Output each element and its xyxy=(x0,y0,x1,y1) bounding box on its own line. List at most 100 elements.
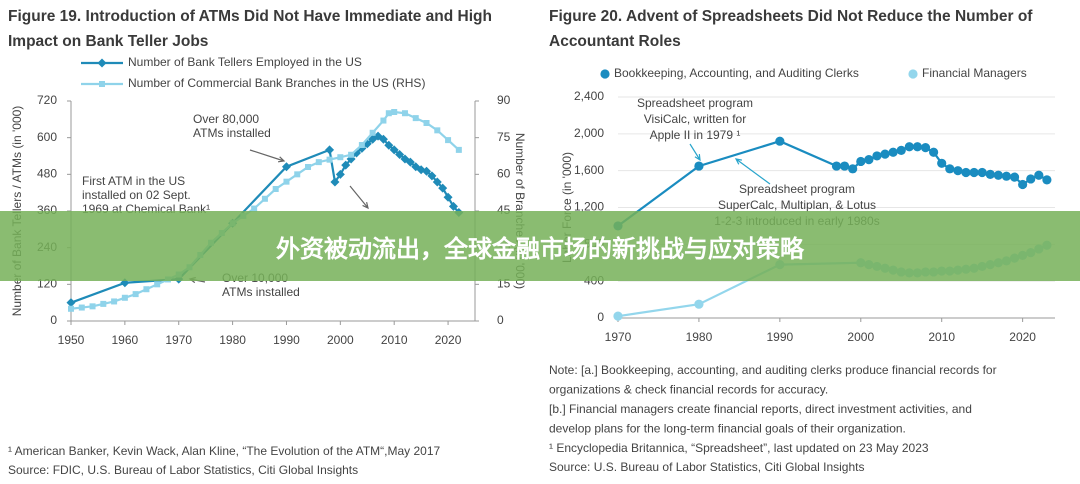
legend-marker xyxy=(97,58,107,68)
x-tick-label: 1980 xyxy=(219,333,246,347)
arrow xyxy=(689,143,701,162)
point xyxy=(121,294,128,301)
point xyxy=(864,155,874,165)
x-tick-label: 1960 xyxy=(112,333,139,347)
annotation: Over 80,000 xyxy=(193,112,259,126)
x-tick-label: 1970 xyxy=(605,330,632,344)
point xyxy=(694,161,704,171)
point xyxy=(111,298,118,305)
point xyxy=(405,157,415,167)
point xyxy=(315,159,322,166)
point xyxy=(775,136,785,146)
point xyxy=(432,177,442,187)
point xyxy=(378,134,388,144)
point xyxy=(445,137,452,144)
point xyxy=(1034,170,1044,180)
point xyxy=(904,142,914,152)
point xyxy=(1009,172,1020,182)
y-tick-label: 2,400 xyxy=(574,89,604,103)
point xyxy=(993,170,1003,180)
point xyxy=(294,171,301,178)
point xyxy=(880,149,890,159)
point xyxy=(613,311,623,321)
point xyxy=(348,151,355,158)
x-tick-label: 2020 xyxy=(435,333,462,347)
point xyxy=(423,120,430,126)
point xyxy=(961,167,971,178)
point xyxy=(369,129,376,136)
chart-title: Figure 20. Advent of Spreadsheets Did No… xyxy=(549,8,1033,50)
x-tick-label: 2020 xyxy=(1009,330,1036,344)
point xyxy=(1042,175,1052,185)
legend-label: Financial Managers xyxy=(922,66,1027,80)
y2-tick-label: 0 xyxy=(497,313,504,327)
legend-marker xyxy=(99,81,105,87)
point xyxy=(341,160,351,170)
x-tick-label: 1980 xyxy=(686,330,713,344)
point xyxy=(143,286,150,293)
point xyxy=(443,192,453,202)
point xyxy=(261,195,268,202)
y-tick-label: 600 xyxy=(37,130,57,144)
point xyxy=(694,299,704,309)
note: develop plans for the long-term financia… xyxy=(549,421,906,435)
point xyxy=(389,145,399,155)
arrow xyxy=(249,149,286,163)
y-tick-label: 2,000 xyxy=(574,126,604,140)
point xyxy=(1026,174,1036,184)
point xyxy=(412,115,419,122)
y-tick-label: 1,600 xyxy=(574,163,604,177)
point xyxy=(337,154,344,161)
legend-label: Number of Bank Tellers Employed in the U… xyxy=(128,55,362,69)
point xyxy=(283,178,290,185)
point xyxy=(78,304,85,311)
point xyxy=(969,167,979,178)
annotation: VisiCalc, written for xyxy=(644,112,746,126)
chart-title: Figure 19. Introduction of ATMs Did Not … xyxy=(8,8,492,50)
point xyxy=(937,158,947,168)
point xyxy=(422,166,432,176)
point xyxy=(848,164,858,174)
note: ¹ Encyclopedia Britannica, “Spreadsheet”… xyxy=(549,441,929,455)
point xyxy=(945,164,955,174)
point xyxy=(358,142,365,148)
point xyxy=(888,147,898,157)
point xyxy=(856,156,866,167)
point xyxy=(132,291,139,298)
point xyxy=(920,143,931,153)
annotation: SuperCalc, Multiplan, & Lotus xyxy=(718,198,876,212)
point xyxy=(335,169,345,179)
point xyxy=(281,162,291,172)
y-tick-label: 1,200 xyxy=(574,200,604,214)
y2-tick-label: 75 xyxy=(497,130,511,144)
note: organizations & check financial records … xyxy=(549,383,828,397)
point xyxy=(872,151,882,161)
x-tick-label: 1990 xyxy=(767,330,794,344)
y2-tick-label: 90 xyxy=(497,93,511,107)
banner: 外资被动流出，全球金融市场的新挑战与应对策略 xyxy=(0,211,1080,281)
point xyxy=(831,161,842,171)
point xyxy=(395,149,405,159)
annotation: Spreadsheet program xyxy=(637,96,753,110)
annotation: Spreadsheet program xyxy=(739,182,855,196)
point xyxy=(1018,179,1028,190)
y-tick-label: 0 xyxy=(50,313,57,327)
point xyxy=(385,110,392,117)
legend-marker xyxy=(600,69,610,79)
point xyxy=(391,109,398,115)
point xyxy=(66,298,76,308)
point xyxy=(325,145,335,155)
point xyxy=(100,300,107,307)
point xyxy=(330,177,340,187)
note: [b.] Financial managers create financial… xyxy=(549,402,972,416)
point xyxy=(380,117,387,124)
annotation: First ATM in the US xyxy=(82,174,185,188)
x-tick-label: 2010 xyxy=(381,333,408,347)
point xyxy=(434,127,441,134)
note: ¹ American Banker, Kevin Wack, Alan Klin… xyxy=(8,444,441,458)
note: Source: FDIC, U.S. Bureau of Labor Stati… xyxy=(8,463,358,477)
annotation: installed on 02 Sept. xyxy=(82,188,191,202)
point xyxy=(326,156,333,163)
point xyxy=(305,164,312,170)
